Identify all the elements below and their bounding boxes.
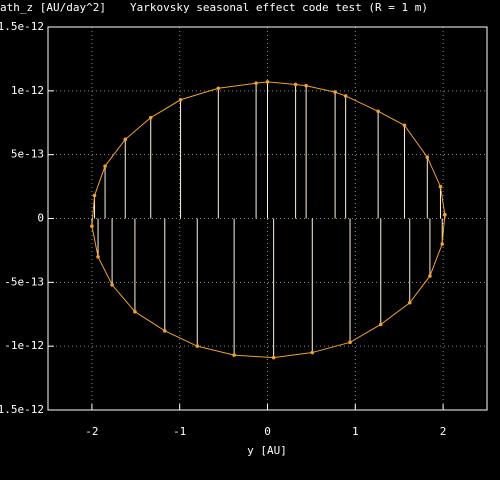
y-tick-label: -5e-13 bbox=[4, 275, 44, 288]
data-point bbox=[407, 300, 412, 305]
x-tick-label: 1 bbox=[352, 425, 359, 438]
data-point bbox=[348, 340, 352, 345]
data-point bbox=[376, 109, 380, 114]
x-axis-label: y [AU] bbox=[247, 444, 287, 457]
data-point bbox=[440, 242, 445, 246]
data-point bbox=[232, 353, 236, 357]
data-point bbox=[402, 123, 407, 128]
x-tick-label: -1 bbox=[173, 425, 186, 438]
y-tick-label: 0 bbox=[37, 212, 44, 225]
data-point bbox=[178, 97, 183, 102]
data-point bbox=[343, 94, 348, 98]
x-tick-label: 0 bbox=[264, 425, 271, 438]
data-point bbox=[304, 83, 308, 88]
y-axis-label: ath_z [AU/day^2] bbox=[0, 1, 106, 14]
data-point bbox=[195, 344, 200, 348]
y-tick-label: 5e-13 bbox=[11, 148, 44, 161]
data-point bbox=[425, 155, 430, 160]
y-tick-label: 1.5e-12 bbox=[0, 20, 44, 33]
x-tick-label: -2 bbox=[85, 425, 98, 438]
data-point bbox=[90, 224, 94, 228]
data-point bbox=[110, 283, 114, 287]
data-point bbox=[271, 355, 276, 360]
data-point bbox=[333, 90, 337, 94]
y-tick-label: -1.5e-12 bbox=[0, 403, 44, 416]
data-point bbox=[148, 115, 153, 120]
plot-frame bbox=[47, 26, 488, 411]
y-tick-label: -1e-12 bbox=[4, 339, 44, 352]
data-point bbox=[428, 274, 432, 278]
data-point bbox=[216, 86, 221, 91]
data-point bbox=[293, 82, 298, 87]
chart-title: Yarkovsky seasonal effect code test (R =… bbox=[130, 1, 428, 14]
data-point bbox=[133, 309, 137, 314]
y-tick-label: 1e-12 bbox=[11, 84, 44, 97]
data-point bbox=[254, 81, 258, 85]
data-line bbox=[91, 81, 446, 359]
data-point bbox=[378, 322, 383, 327]
data-point bbox=[438, 184, 443, 189]
data-point bbox=[162, 329, 167, 333]
data-point bbox=[443, 212, 447, 217]
data-point bbox=[92, 193, 97, 198]
x-tick-label: 2 bbox=[440, 425, 447, 438]
data-point bbox=[103, 164, 107, 168]
data-point bbox=[123, 137, 128, 142]
data-point bbox=[265, 80, 270, 84]
data-point bbox=[310, 350, 315, 355]
data-point bbox=[96, 254, 100, 259]
